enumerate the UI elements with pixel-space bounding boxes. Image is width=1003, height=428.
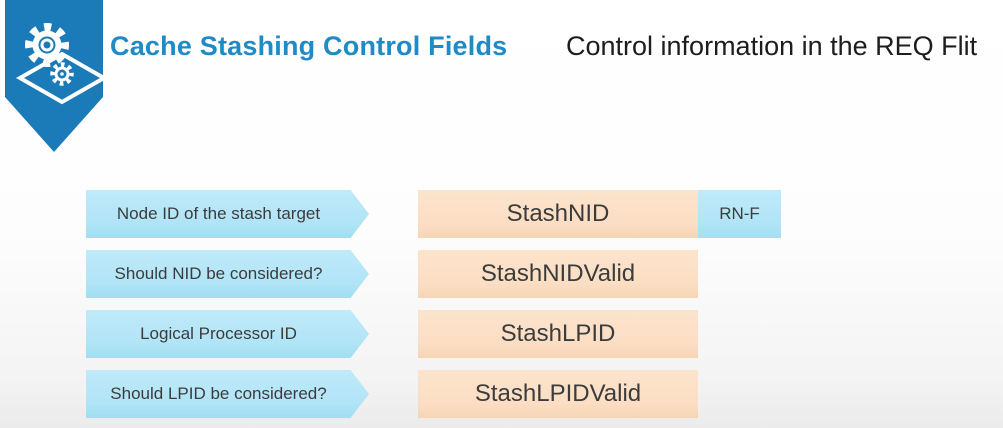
description-arrow: Should LPID be considered? bbox=[86, 370, 369, 418]
description-arrow: Node ID of the stash target bbox=[86, 190, 369, 238]
field-box: StashNID bbox=[418, 190, 698, 238]
field-box: StashLPIDValid bbox=[418, 370, 698, 418]
field-label: StashLPIDValid bbox=[474, 380, 642, 407]
description-arrow: Logical Processor ID bbox=[86, 310, 369, 358]
description-arrow: Should NID be considered? bbox=[86, 250, 369, 298]
node-type-tag: RN-F bbox=[698, 190, 781, 238]
description-label: Logical Processor ID bbox=[140, 324, 297, 343]
field-row-stashlpid: Logical Processor ID StashLPID bbox=[0, 310, 1003, 358]
description-label: Should NID be considered? bbox=[114, 264, 323, 283]
field-row-stashlpidvalid: Should LPID be considered? StashLPIDVali… bbox=[0, 370, 1003, 418]
field-label: StashLPID bbox=[500, 320, 616, 347]
pennant-badge bbox=[5, 0, 103, 152]
field-label: StashNID bbox=[506, 200, 610, 227]
description-label: Node ID of the stash target bbox=[116, 204, 321, 223]
description-label: Should LPID be considered? bbox=[110, 384, 327, 403]
field-box: StashNIDValid bbox=[418, 250, 698, 298]
slide-subtitle: Control information in the REQ Flit bbox=[566, 31, 978, 61]
field-row-stashnidvalid: Should NID be considered? StashNIDValid bbox=[0, 250, 1003, 298]
node-type-label: RN-F bbox=[719, 204, 760, 223]
field-label: StashNIDValid bbox=[480, 260, 636, 287]
slide-title: Cache Stashing Control Fields bbox=[110, 31, 508, 61]
gears-icon bbox=[5, 0, 103, 152]
field-row-stashnid: Node ID of the stash target StashNID RN-… bbox=[0, 190, 1003, 238]
field-box: StashLPID bbox=[418, 310, 698, 358]
